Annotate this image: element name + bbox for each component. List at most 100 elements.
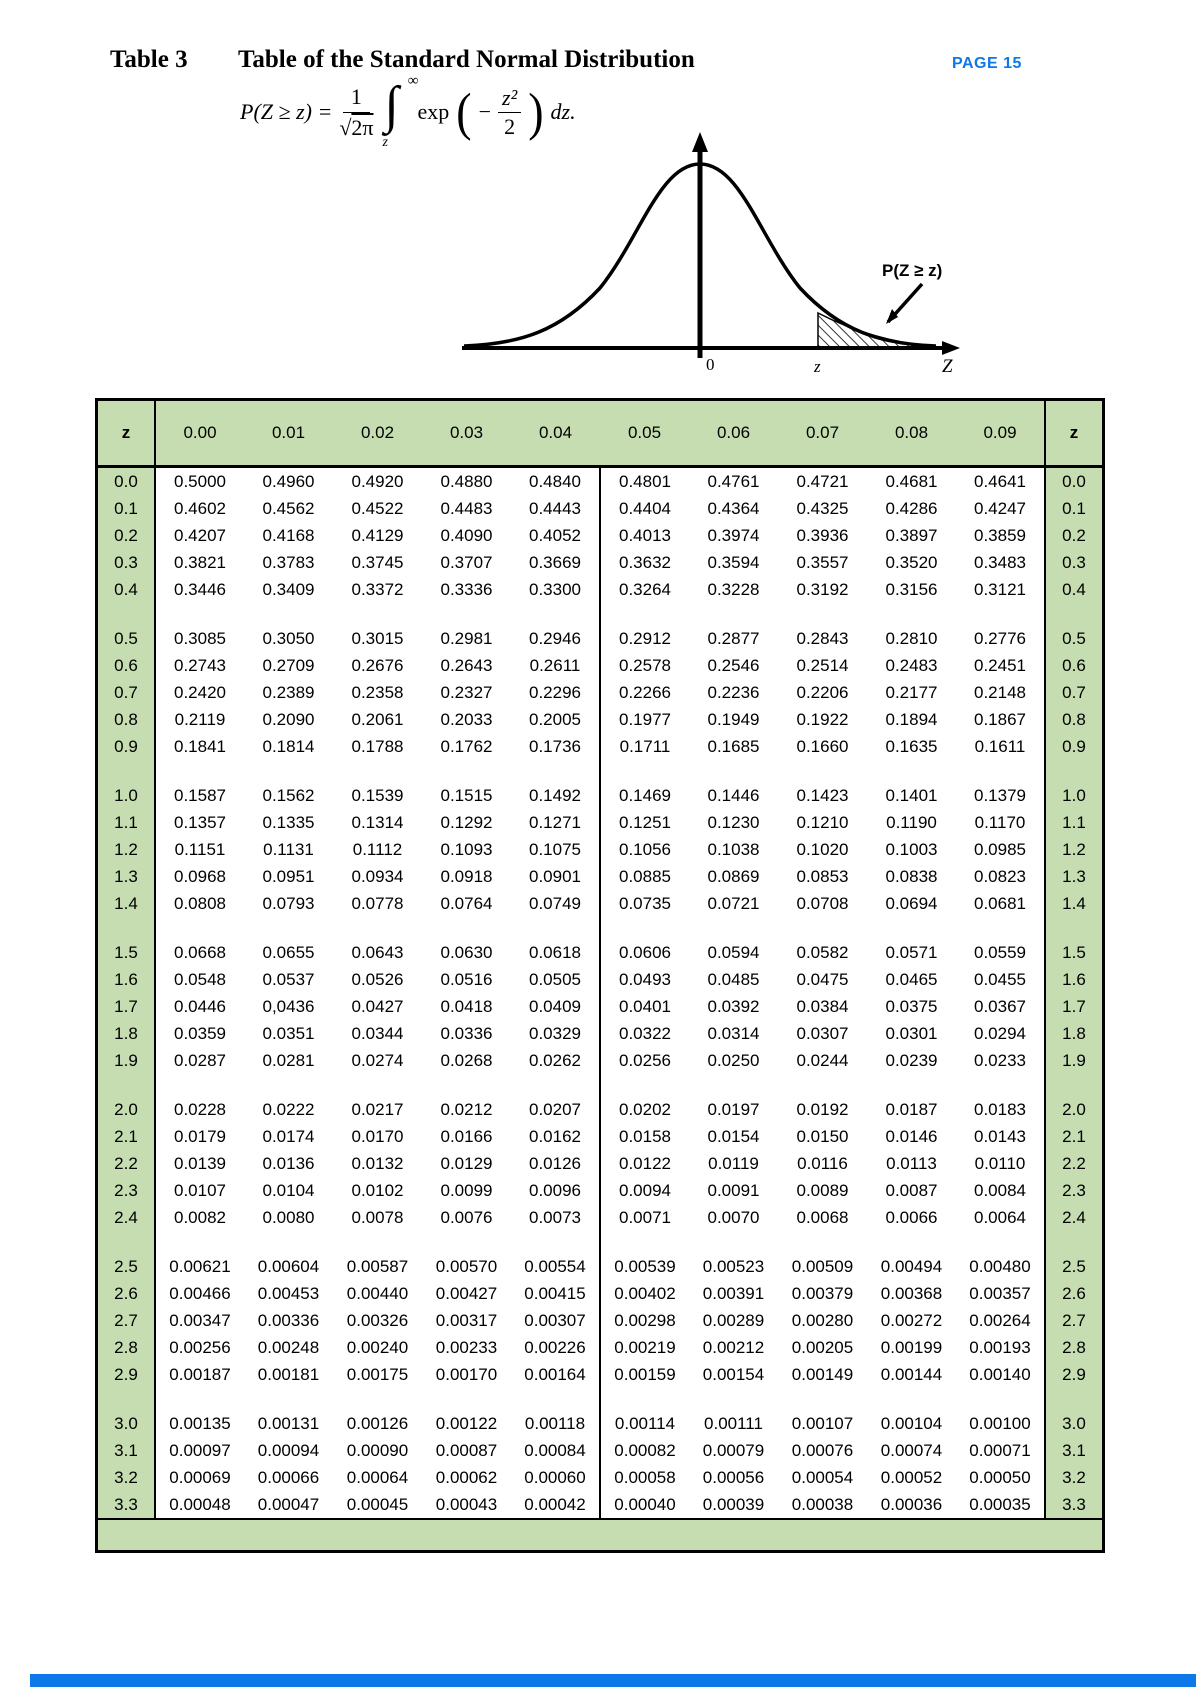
value-cell: 0.00144 <box>867 1361 956 1388</box>
value-cell: 0.1635 <box>867 733 956 760</box>
value-cell: 0.00060 <box>511 1464 600 1491</box>
z-row-label: 0.4 <box>1044 576 1102 603</box>
value-cell: 0.00045 <box>333 1491 422 1520</box>
value-cell: 0.2877 <box>689 625 778 652</box>
z-row-label: 1.2 <box>1044 836 1102 863</box>
value-cell: 0.0630 <box>422 939 511 966</box>
value-cell: 0.00164 <box>511 1361 600 1388</box>
value-cell: 0.0110 <box>956 1150 1045 1177</box>
z-row-label <box>1044 603 1102 625</box>
z-row-label: 0.0 <box>1044 466 1102 495</box>
value-cell: 0.0132 <box>333 1150 422 1177</box>
table-row: 1.6 0.0548 0.0537 0.0526 0.0516 0.0505 0.0493 0… <box>98 966 1102 993</box>
value-cell: 0.4522 <box>333 495 422 522</box>
value-cell <box>511 760 600 782</box>
z-row-label: 0.7 <box>1044 679 1102 706</box>
value-cell: 0.1611 <box>956 733 1045 760</box>
value-cell: 0.1977 <box>599 706 689 733</box>
bell-curve-svg: P(Z ≥ z) 0 z Z <box>462 132 960 377</box>
value-cell: 0.0116 <box>778 1150 867 1177</box>
value-cell: 0.00047 <box>244 1491 333 1520</box>
value-cell: 0.0808 <box>155 890 244 917</box>
column-header: 0.06 <box>689 401 778 468</box>
value-cell: 0.0951 <box>244 863 333 890</box>
value-cell: 0.3336 <box>422 576 511 603</box>
value-cell: 0.0179 <box>155 1123 244 1150</box>
table-row: 0.2 0.4207 0.4168 0.4129 0.4090 0.4052 0.4013 0… <box>98 522 1102 549</box>
value-cell <box>333 603 422 625</box>
value-cell: 0.2005 <box>511 706 600 733</box>
value-cell: 0.00523 <box>689 1253 778 1280</box>
integral-lower-limit: z <box>382 135 388 150</box>
value-cell <box>244 1074 333 1096</box>
value-cell: 0.0301 <box>867 1020 956 1047</box>
value-cell: 0.1492 <box>511 782 600 809</box>
value-cell: 0.00219 <box>599 1334 689 1361</box>
value-cell: 0.0071 <box>599 1204 689 1231</box>
value-cell: 0.0344 <box>333 1020 422 1047</box>
value-cell: 0.2709 <box>244 652 333 679</box>
value-cell: 0.2946 <box>511 625 600 652</box>
value-cell: 0.2090 <box>244 706 333 733</box>
value-cell: 0.00205 <box>778 1334 867 1361</box>
value-cell: 0.2389 <box>244 679 333 706</box>
value-cell: 0.1788 <box>333 733 422 760</box>
value-cell: 0.0107 <box>155 1177 244 1204</box>
value-cell: 0.3745 <box>333 549 422 576</box>
value-cell: 0.0139 <box>155 1150 244 1177</box>
value-cell: 0.00079 <box>689 1437 778 1464</box>
table-row: 2.6 0.00466 0.00453 0.00440 0.00427 0.00415 0.… <box>98 1280 1102 1307</box>
value-cell <box>155 1388 244 1410</box>
value-cell: 0.00307 <box>511 1307 600 1334</box>
value-cell: 0.0351 <box>244 1020 333 1047</box>
value-cell: 0.00272 <box>867 1307 956 1334</box>
z-row-label: 2.4 <box>98 1204 156 1231</box>
value-cell: 0.0401 <box>599 993 689 1020</box>
sqrt-arg: 2π <box>351 114 374 140</box>
table-row: 1.9 0.0287 0.0281 0.0274 0.0268 0.0262 0.0256 0… <box>98 1047 1102 1074</box>
value-cell: 0.00453 <box>244 1280 333 1307</box>
value-cell: 0.00193 <box>956 1334 1045 1361</box>
value-cell: 0.0516 <box>422 966 511 993</box>
value-cell: 0.3669 <box>511 549 600 576</box>
z-row-label: 3.0 <box>1044 1410 1102 1437</box>
sqrt-sign: √ <box>339 114 352 140</box>
formula-fraction: 1 √2π <box>339 83 374 140</box>
value-cell <box>689 760 778 782</box>
value-cell: 0.0694 <box>867 890 956 917</box>
table-row: 3.0 0.00135 0.00131 0.00126 0.00122 0.00118 0.… <box>98 1410 1102 1437</box>
value-cell: 0.0367 <box>956 993 1045 1020</box>
value-cell: 0.00298 <box>599 1307 689 1334</box>
value-cell <box>333 1231 422 1253</box>
z-row-label: 2.1 <box>98 1123 156 1150</box>
column-header: 0.03 <box>422 401 511 468</box>
value-cell: 0.1587 <box>155 782 244 809</box>
bell-curve <box>463 162 937 348</box>
value-cell: 0.3821 <box>155 549 244 576</box>
table-row: 1.0 0.1587 0.1562 0.1539 0.1515 0.1492 0.1469 0… <box>98 782 1102 809</box>
gap-row <box>98 917 1102 939</box>
value-cell <box>599 1074 689 1096</box>
value-cell <box>956 917 1045 939</box>
z-row-label: 2.9 <box>98 1361 156 1388</box>
z-row-label: 2.6 <box>1044 1280 1102 1307</box>
z-row-label: 3.3 <box>98 1491 156 1520</box>
value-cell: 0.00427 <box>422 1280 511 1307</box>
value-cell: 0.0104 <box>244 1177 333 1204</box>
value-cell: 0.00175 <box>333 1361 422 1388</box>
value-cell: 0.0154 <box>689 1123 778 1150</box>
integral-sign: ∫ ∞ z <box>382 73 419 150</box>
z-row-label: 0.0 <box>98 466 156 495</box>
value-cell: 0.00289 <box>689 1307 778 1334</box>
table-row: 3.3 0.00048 0.00047 0.00045 0.00043 0.00042 0.… <box>98 1491 1102 1520</box>
value-cell: 0.1539 <box>333 782 422 809</box>
value-cell: 0.4207 <box>155 522 244 549</box>
value-cell: 0.4090 <box>422 522 511 549</box>
z-row-label <box>98 1231 156 1253</box>
value-cell: 0.00149 <box>778 1361 867 1388</box>
value-cell <box>689 1388 778 1410</box>
value-cell: 0.0571 <box>867 939 956 966</box>
gap-row <box>98 1388 1102 1410</box>
value-cell <box>511 1231 600 1253</box>
value-cell: 0.00040 <box>599 1491 689 1520</box>
